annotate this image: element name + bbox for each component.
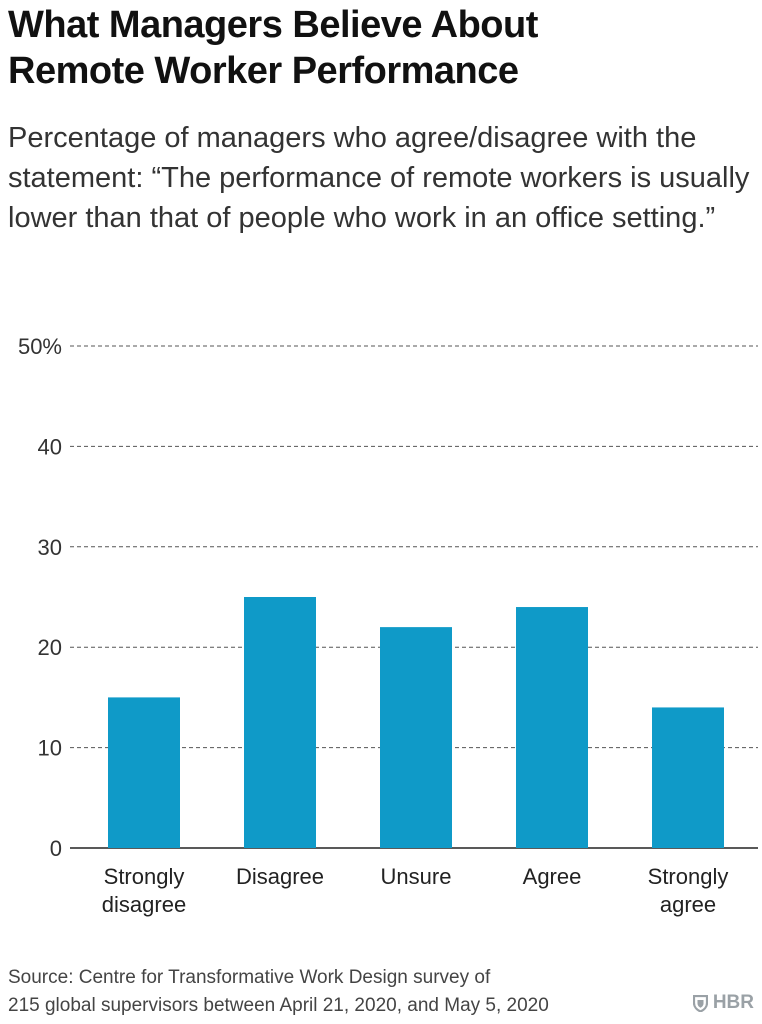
y-tick-label-30: 30 xyxy=(38,535,62,560)
x-category-label: Strongly disagree xyxy=(102,864,186,917)
bar-strongly-disagree xyxy=(108,697,180,848)
shield-icon xyxy=(692,994,708,1012)
y-tick-label-20: 20 xyxy=(38,635,62,660)
y-axis-tick-labels: 0 10 20 30 40 50% xyxy=(18,334,62,861)
chart-title: What Managers Believe About Remote Worke… xyxy=(8,2,748,94)
x-category-label: Agree xyxy=(523,864,582,889)
bar-disagree xyxy=(244,597,316,848)
bar-chart: 0 10 20 30 40 50% Strongly disagree Disagree Uns… xyxy=(18,334,758,917)
hbr-logo: HBR xyxy=(692,992,754,1014)
logo-text: HBR xyxy=(712,992,754,1013)
bar-strongly-agree xyxy=(652,707,724,848)
y-tick-label-10: 10 xyxy=(38,736,62,761)
source-line-1: Source: Centre for Transformative Work D… xyxy=(8,967,491,988)
bar-agree xyxy=(516,607,588,848)
chart-subtitle: Percentage of managers who agree/disagre… xyxy=(8,122,750,234)
y-tick-label-0: 0 xyxy=(50,836,62,861)
bars xyxy=(108,597,724,848)
source-line-2: 215 global supervisors between April 21,… xyxy=(8,995,549,1016)
y-tick-label-50: 50% xyxy=(18,334,62,359)
bar-unsure xyxy=(380,627,452,848)
x-category-label: Strongly agree xyxy=(648,864,729,917)
x-category-label: Disagree xyxy=(236,864,324,889)
chart-title-line-1: What Managers Believe About xyxy=(8,4,538,46)
x-category-label: Unsure xyxy=(381,864,452,889)
chart-title-line-2: Remote Worker Performance xyxy=(8,50,519,92)
y-tick-label-40: 40 xyxy=(38,434,62,459)
source-note: Source: Centre for Transformative Work D… xyxy=(8,964,648,1020)
x-axis-category-labels: Strongly disagree Disagree Unsure Agree Stron… xyxy=(102,864,729,917)
